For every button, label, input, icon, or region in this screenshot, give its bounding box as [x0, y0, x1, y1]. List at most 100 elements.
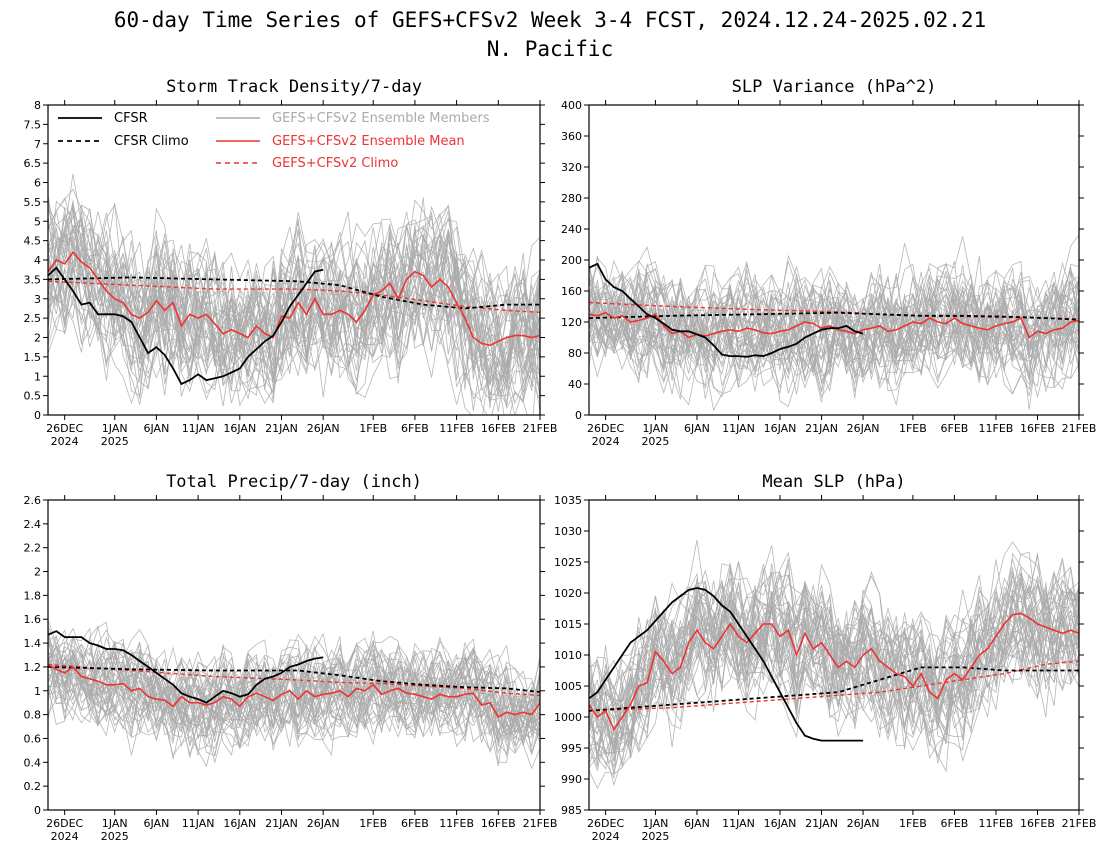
- x-tick-year: 2024: [592, 830, 620, 843]
- plot-area: [589, 539, 1079, 790]
- member-line: [589, 586, 1079, 735]
- x-tick-label: 21JAN: [265, 817, 298, 830]
- x-tick-year: 2024: [592, 435, 620, 448]
- y-tick-label: 1.2: [24, 661, 42, 674]
- member-line: [48, 645, 540, 770]
- x-tick-label: 21FEB: [523, 422, 558, 435]
- y-tick-label: 1.5: [24, 351, 42, 364]
- x-tick-label: 26JAN: [307, 817, 340, 830]
- x-tick-label: 1FEB: [899, 817, 927, 830]
- y-tick-label: 7.5: [24, 118, 42, 131]
- legend-label-mean: GEFS+CFSv2 Ensemble Mean: [272, 134, 465, 149]
- ensemble-members: [589, 234, 1079, 412]
- y-tick-label: 2.5: [24, 312, 42, 325]
- member-line: [48, 210, 540, 385]
- y-tick-label: 400: [561, 99, 582, 112]
- x-tick-label: 1JAN: [643, 817, 669, 830]
- member-line: [48, 650, 540, 747]
- x-tick-label: 11FEB: [979, 422, 1014, 435]
- member-line: [48, 208, 540, 388]
- series-cfsr-climo: [589, 311, 1079, 321]
- x-tick-label: 11JAN: [722, 422, 755, 435]
- x-tick-year: 2025: [101, 435, 129, 448]
- y-tick-label: 1020: [554, 587, 582, 600]
- member-line: [48, 631, 540, 757]
- member-line: [589, 577, 1079, 765]
- y-tick-label: 0.6: [24, 732, 42, 745]
- y-tick-label: 80: [568, 347, 582, 360]
- y-tick-label: 6: [34, 177, 41, 190]
- member-line: [589, 243, 1079, 390]
- y-tick-label: 0: [575, 409, 582, 422]
- y-tick-label: 40: [568, 378, 582, 391]
- x-tick-label: 16FEB: [1020, 817, 1055, 830]
- x-tick-label: 1FEB: [359, 422, 387, 435]
- y-tick-label: 1010: [554, 649, 582, 662]
- y-tick-label: 1035: [554, 494, 582, 507]
- y-tick-label: 240: [561, 223, 582, 236]
- member-line: [48, 637, 540, 744]
- series-cfsr: [48, 630, 324, 704]
- x-tick-label: 11FEB: [439, 422, 474, 435]
- x-tick-label: 21JAN: [805, 817, 838, 830]
- x-tick-label: 26DEC: [46, 817, 83, 830]
- legend-label-cfsr-climo: CFSR Climo: [114, 134, 189, 149]
- x-tick-label: 11JAN: [722, 817, 755, 830]
- y-tick-label: 990: [561, 773, 582, 786]
- panel-title: Total Precip/7-day (inch): [166, 472, 422, 492]
- series-cfsr: [589, 587, 864, 742]
- x-tick-label: 26DEC: [587, 422, 624, 435]
- y-tick-label: 120: [561, 316, 582, 329]
- y-tick-label: 5: [34, 215, 41, 228]
- y-tick-label: 7: [34, 138, 41, 151]
- x-tick-label: 26DEC: [46, 422, 83, 435]
- member-line: [589, 275, 1079, 386]
- member-line: [48, 203, 540, 387]
- member-line: [48, 644, 540, 763]
- chart-panel-4: Mean SLP (hPa) 985 990 995 1000 1005 1010 1015 1…: [554, 472, 1096, 843]
- y-tick-label: 2.4: [24, 518, 42, 531]
- y-tick-label: 280: [561, 192, 582, 205]
- panel-title: Mean SLP (hPa): [762, 472, 905, 492]
- member-line: [589, 275, 1079, 394]
- y-tick-label: 2.2: [24, 542, 42, 555]
- x-tick-label: 16JAN: [764, 817, 797, 830]
- member-line: [48, 173, 540, 404]
- x-tick-label: 6JAN: [684, 422, 710, 435]
- x-tick-label: 21FEB: [523, 817, 558, 830]
- x-tick-label: 21JAN: [805, 422, 838, 435]
- member-line: [589, 581, 1079, 747]
- ensemble-members: [589, 539, 1079, 790]
- y-tick-label: 1005: [554, 680, 582, 693]
- x-tick-label: 21JAN: [265, 422, 298, 435]
- y-tick-label: 6.5: [24, 157, 42, 170]
- y-tick-label: 1: [34, 370, 41, 383]
- y-tick-label: 0: [34, 409, 41, 422]
- x-tick-label: 16FEB: [1020, 422, 1055, 435]
- y-tick-label: 0.4: [24, 756, 42, 769]
- y-tick-label: 2: [34, 566, 41, 579]
- x-tick-label: 11JAN: [182, 422, 215, 435]
- figure-title-line1: 60-day Time Series of GEFS+CFSv2 Week 3-…: [114, 8, 986, 32]
- y-tick-label: 360: [561, 130, 582, 143]
- y-tick-label: 4.5: [24, 235, 42, 248]
- y-tick-label: 1000: [554, 711, 582, 724]
- y-tick-label: 1: [34, 685, 41, 698]
- series-gefs-cfsv2-ensemble-mean: [48, 663, 540, 719]
- panel-title: Storm Track Density/7-day: [166, 77, 422, 97]
- series-gefs-cfsv2-ensemble-mean: [48, 251, 540, 347]
- y-tick-label: 2.6: [24, 494, 42, 507]
- y-tick-label: 0: [34, 804, 41, 817]
- member-line: [589, 551, 1079, 754]
- member-line: [589, 257, 1079, 395]
- x-tick-label: 16JAN: [223, 817, 256, 830]
- series-cfsr: [589, 262, 864, 358]
- member-line: [589, 259, 1079, 412]
- x-tick-label: 6JAN: [144, 817, 170, 830]
- legend: CFSR CFSR Climo GEFS+CFSv2 Ensemble Member…: [58, 111, 490, 171]
- figure-title-line2: N. Pacific: [487, 37, 613, 61]
- y-tick-label: 320: [561, 161, 582, 174]
- member-line: [589, 572, 1079, 755]
- member-line: [589, 573, 1079, 753]
